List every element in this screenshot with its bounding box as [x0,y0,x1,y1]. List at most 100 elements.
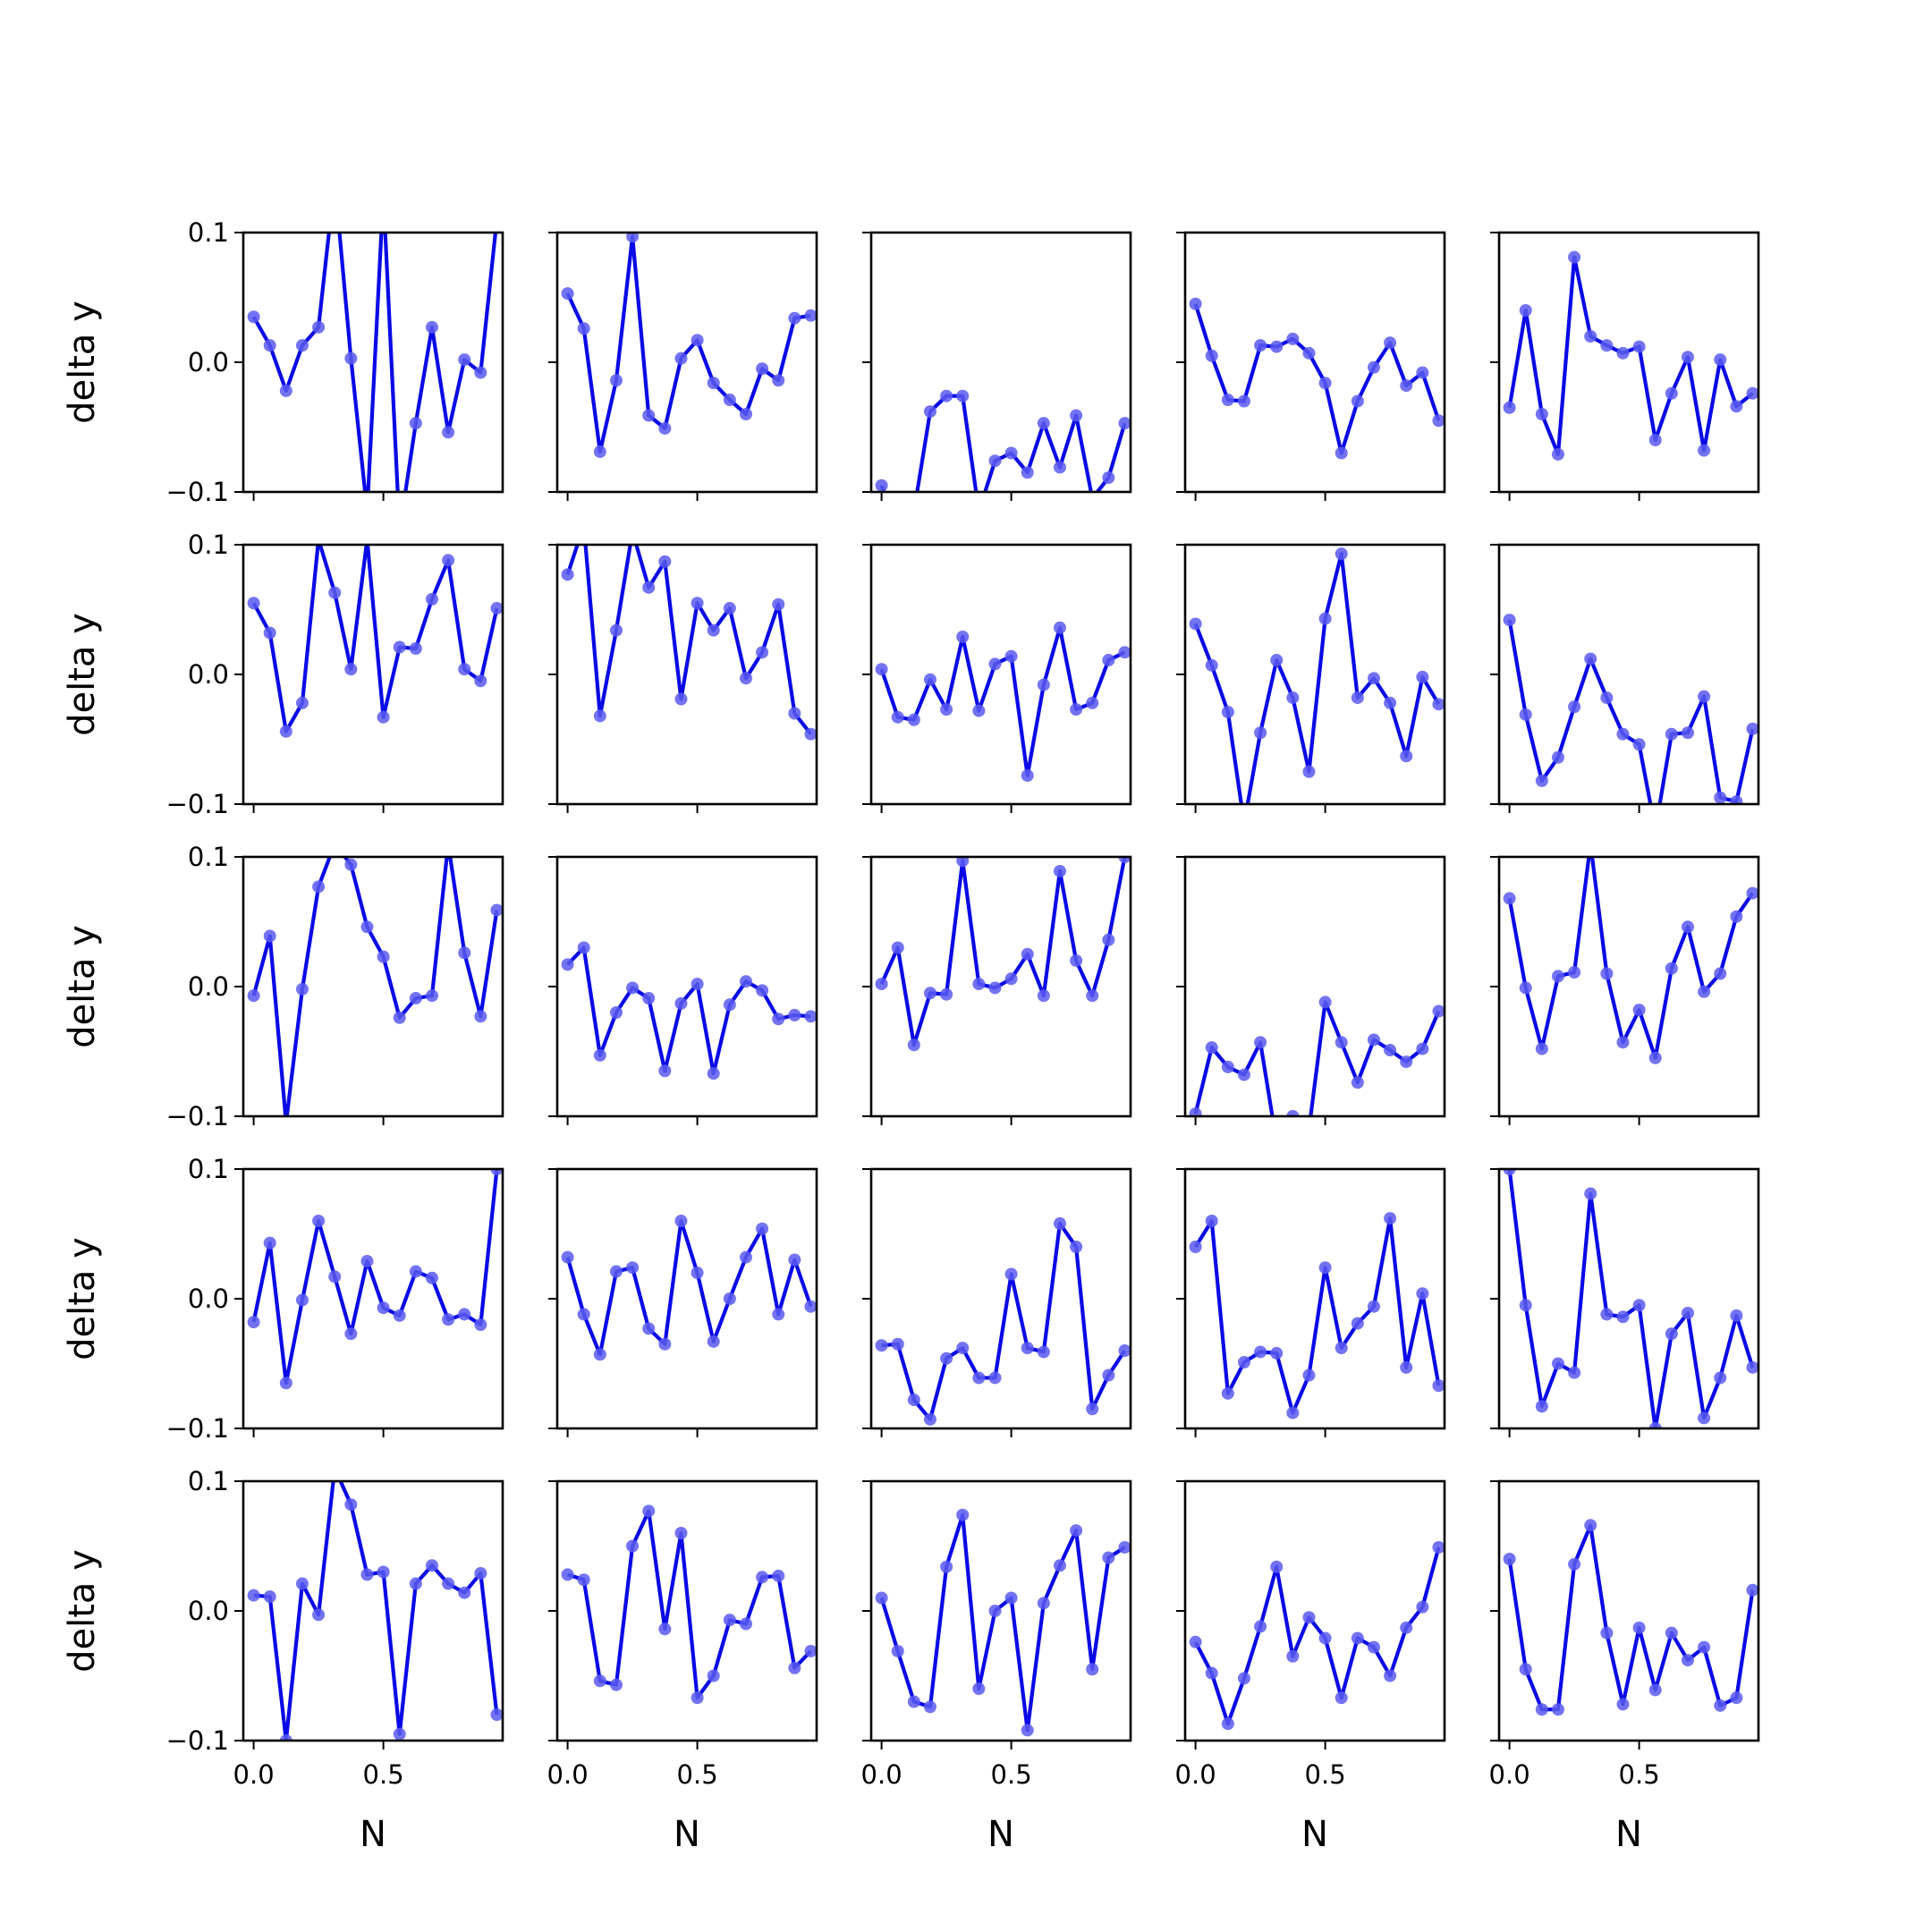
data-point [891,941,904,954]
data-point [756,362,769,376]
data-point [393,1011,406,1024]
data-point [1632,1004,1646,1017]
y-axis-label: delta y [62,925,103,1048]
data-point [1318,1631,1332,1645]
data-point [377,950,390,963]
data-point [1318,1261,1332,1275]
data-point [1535,408,1548,420]
data-point [1351,1317,1364,1330]
series-line [251,857,499,1116]
data-point [658,1064,672,1078]
data-point [474,366,487,379]
data-point [425,1559,438,1572]
series-group [1503,614,1758,804]
data-point [1519,708,1532,721]
data-point [1698,985,1711,998]
data-point [674,1527,688,1539]
data-point [1004,972,1018,986]
panel-r3-c3 [862,855,1132,1125]
x-axis-label: N [1301,1814,1328,1855]
data-point [1730,795,1743,804]
data-point [263,1236,276,1250]
series-group [247,857,503,1129]
data-point [723,998,736,1012]
data-point [658,1623,672,1636]
data-point [723,1614,736,1627]
data-point [377,710,390,724]
data-point [1367,1640,1380,1654]
data-point [707,377,720,390]
data-point [691,1691,704,1705]
data-point [956,1342,970,1355]
data-point [593,1348,606,1361]
data-point [1648,1051,1662,1064]
data-point [1254,339,1267,352]
data-point [1037,417,1050,430]
data-point [972,1371,986,1385]
data-point [1037,989,1050,1003]
data-point [1503,892,1516,905]
data-point [1568,700,1581,714]
data-point [1070,703,1083,716]
data-point [956,389,970,402]
data-point [280,1116,292,1129]
data-point [1118,1344,1131,1357]
data-point [1102,471,1115,485]
data-point [1286,1649,1300,1663]
data-point [988,657,1002,671]
data-point [1730,1691,1743,1705]
panel-r3-c1: −0.1 0.0 0.1 delta y [62,842,504,1131]
data-point [1503,1553,1516,1565]
data-point [1632,1299,1646,1312]
data-point [1286,1406,1300,1419]
data-point [1551,970,1564,983]
data-point [609,1265,623,1278]
data-point [1286,691,1300,705]
data-point [1600,691,1614,705]
series-group [875,1508,1131,1737]
data-point [788,707,801,720]
data-point [1367,672,1380,685]
y-tick-label: 0.0 [188,1284,229,1314]
data-point [1286,1110,1300,1116]
data-point [1568,1557,1581,1571]
data-point [344,352,358,365]
data-point [1746,886,1758,900]
data-point [609,1006,623,1019]
data-point [490,903,503,917]
y-tick-label: −0.1 [166,1413,229,1444]
data-point [1335,1036,1348,1049]
axes-frame [242,1167,504,1430]
data-point [1584,838,1597,851]
data-point [739,672,752,685]
data-point [312,880,326,894]
data-point [1351,1076,1364,1089]
data-point [1037,1345,1050,1359]
data-point [247,1316,260,1329]
data-point [1237,394,1250,408]
data-point [988,1371,1002,1385]
data-point [1302,1368,1316,1382]
series-group [1189,1212,1445,1419]
data-point [1086,989,1099,1003]
data-point [1600,1626,1614,1640]
data-point [923,405,936,419]
y-tick-label: 0.1 [188,1466,229,1496]
data-point [328,1462,341,1475]
data-point [1665,1327,1678,1341]
x-tick-label: 0.5 [1305,1759,1346,1790]
data-point [891,710,904,724]
series-group [875,621,1131,783]
data-point [723,394,736,407]
data-point [295,1577,309,1590]
data-point [1053,1216,1066,1230]
data-point [1118,857,1131,863]
series-line [566,945,811,1076]
data-point [1254,1036,1267,1049]
data-point [956,1508,970,1521]
panel-r4-c4 [1176,1167,1446,1437]
data-point [1351,1631,1364,1645]
data-point [609,623,623,637]
data-point [609,1678,623,1691]
data-point [295,1293,309,1307]
